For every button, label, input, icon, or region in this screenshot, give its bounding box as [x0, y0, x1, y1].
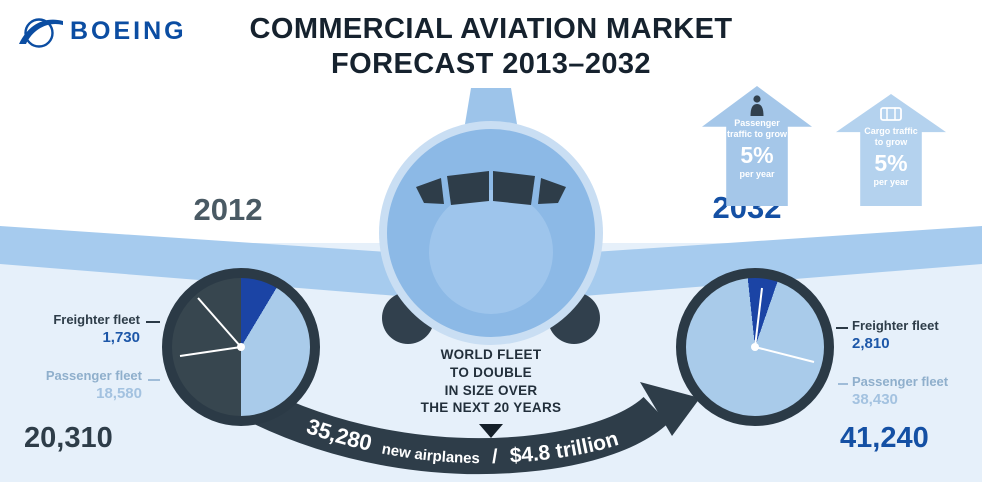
- freighter-fleet-value-2032: 2,810: [852, 335, 890, 352]
- right-wing: [534, 226, 982, 300]
- title-line-1: COMMERCIAL AVIATION MARKET: [249, 13, 733, 45]
- cargo-icon: [879, 103, 903, 125]
- growth-unit: per year: [739, 168, 775, 179]
- passenger-fleet-label-2012: Passenger fleet: [45, 368, 142, 383]
- passenger-fleet-label-2032: Passenger fleet: [852, 374, 949, 389]
- center-message-line: WORLD FLEET: [440, 347, 542, 362]
- center-message-line: THE NEXT 20 YEARS: [420, 400, 562, 416]
- boeing-logo-icon: [19, 18, 63, 48]
- pie-chart-2012: [162, 268, 320, 426]
- growth-label: Cargo traffic to grow: [864, 126, 918, 148]
- down-arrow-icon: [479, 424, 503, 439]
- center-message: WORLD FLEET TO DOUBLE IN SIZE OVER THE N…: [391, 346, 591, 439]
- pie-2012-leader-lines: [179, 297, 245, 357]
- nose-cone: [429, 190, 553, 314]
- freighter-fleet-label-2012: Freighter fleet: [53, 312, 140, 327]
- center-message-line: TO DOUBLE: [450, 364, 532, 380]
- connector-2012-freighter: [146, 321, 160, 323]
- growth-label: Passenger traffic to grow: [727, 118, 787, 140]
- connector-2032-passenger: [838, 383, 848, 385]
- fleet-total-2012: 20,310: [24, 422, 113, 454]
- center-message-line: IN SIZE OVER: [444, 382, 538, 398]
- year-label-2012: 2012: [193, 192, 263, 227]
- freighter-fleet-value-2012: 1,730: [102, 329, 140, 346]
- title-line-2: FORECAST 2013–2032: [331, 47, 651, 80]
- boeing-logo: BOEING: [18, 12, 187, 50]
- pie-chart-2032: [676, 268, 834, 426]
- growth-value: 5%: [740, 141, 774, 168]
- connector-2032-freighter: [836, 327, 848, 329]
- growth-value: 5%: [874, 149, 908, 176]
- connector-2012-passenger: [148, 379, 160, 381]
- boeing-logo-text: BOEING: [70, 16, 187, 45]
- page-title: COMMERCIAL AVIATION MARKET FORECAST 2013…: [191, 12, 791, 82]
- passenger-icon: [749, 95, 765, 117]
- pie-2032-leader-lines: [751, 287, 815, 363]
- growth-unit: per year: [873, 176, 909, 187]
- fleet-total-2032: 41,240: [840, 422, 929, 454]
- passenger-fleet-value-2032: 38,430: [852, 391, 898, 408]
- cockpit-windows: [416, 171, 566, 205]
- passenger-fleet-value-2012: 18,580: [96, 385, 142, 402]
- freighter-fleet-label-2032: Freighter fleet: [852, 318, 939, 333]
- left-wing: [0, 226, 448, 300]
